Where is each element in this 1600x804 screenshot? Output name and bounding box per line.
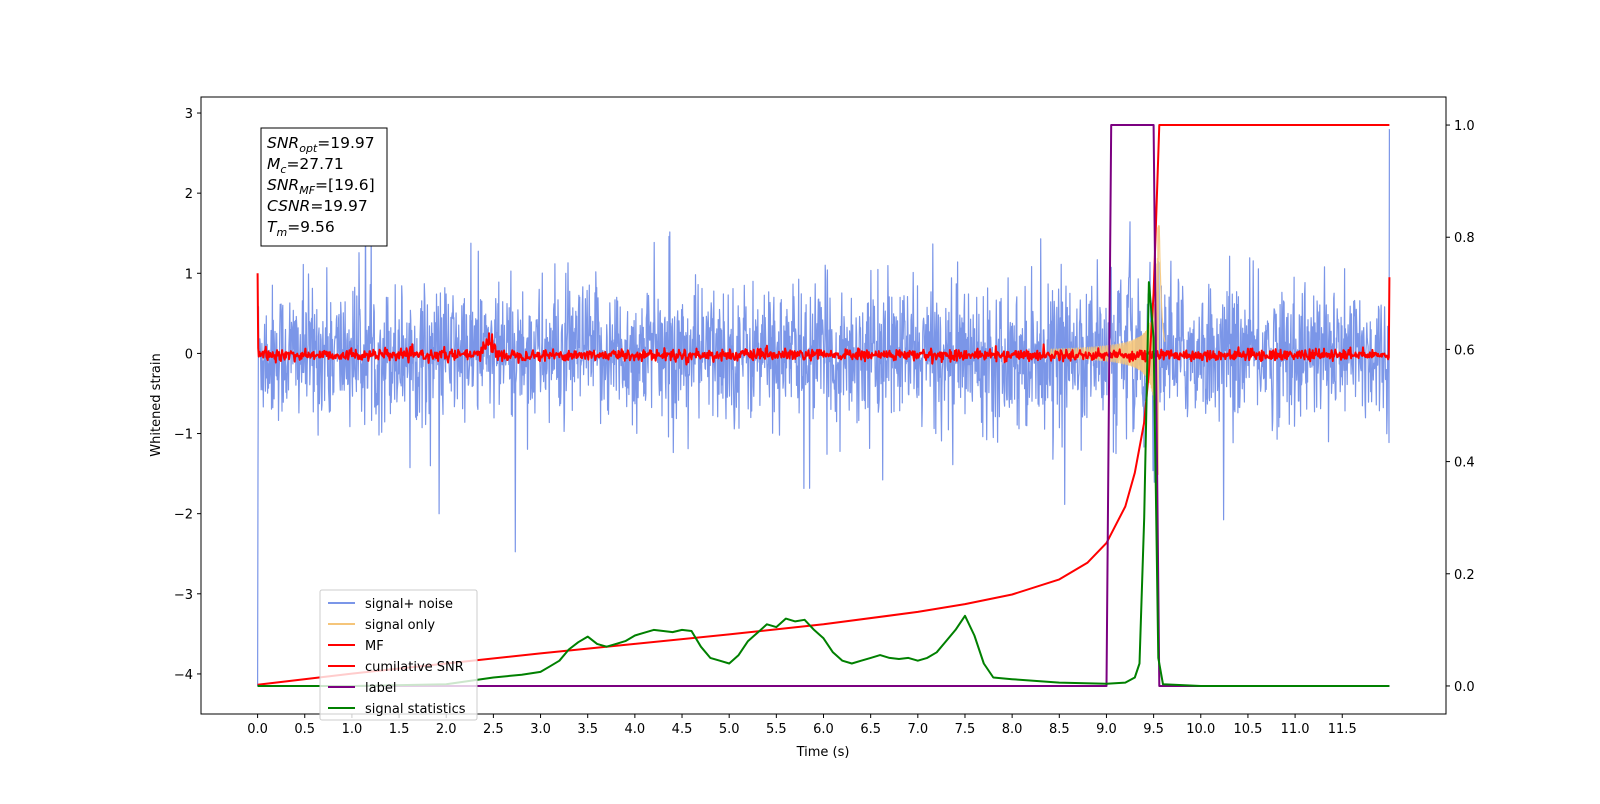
x-tick-label: 8.0 bbox=[1002, 722, 1023, 737]
y-left-tick-label: 3 bbox=[185, 107, 193, 122]
x-tick-label: 0.0 bbox=[247, 722, 268, 737]
x-tick-label: 9.0 bbox=[1096, 722, 1117, 737]
x-tick-label: 1.5 bbox=[389, 722, 410, 737]
x-tick-label: 3.5 bbox=[577, 722, 598, 737]
x-tick-label: 10.0 bbox=[1186, 722, 1215, 737]
series-mf bbox=[256, 273, 1391, 366]
x-tick-label: 6.0 bbox=[813, 722, 834, 737]
y-right-tick-label: 0.4 bbox=[1454, 456, 1475, 471]
series-cumilative-snr bbox=[257, 124, 1390, 686]
x-tick-label: 11.5 bbox=[1328, 722, 1357, 737]
annotation-box: SNRopt=19.97Mc=27.71SNRMF=[19.6]CSNR=19.… bbox=[260, 127, 388, 247]
x-tick-label: 7.5 bbox=[955, 722, 976, 737]
legend-label: label bbox=[365, 681, 396, 696]
x-tick-label: 5.5 bbox=[766, 722, 787, 737]
y-axis-label: Whitened strain bbox=[149, 353, 164, 456]
legend-label: signal only bbox=[365, 618, 435, 633]
y-right-tick-label: 0.2 bbox=[1454, 568, 1475, 583]
legend-label: signal statistics bbox=[365, 702, 466, 717]
x-tick-label: 2.5 bbox=[483, 722, 504, 737]
series-signal-plus-noise bbox=[257, 129, 1390, 687]
legend-label: signal+ noise bbox=[365, 597, 453, 612]
x-tick-label: 4.0 bbox=[625, 722, 646, 737]
annotation-frame bbox=[260, 127, 388, 247]
legend-frame bbox=[319, 589, 478, 721]
annotation-line: Mc=27.71 bbox=[267, 155, 344, 176]
x-tick-label: 1.0 bbox=[342, 722, 363, 737]
series-signal-only bbox=[1049, 225, 1166, 475]
legend: signal+ noise signal only MF cumilative SNR… bbox=[319, 589, 478, 721]
series-signal-statistics bbox=[257, 281, 1390, 687]
x-tick-label: 2.0 bbox=[436, 722, 457, 737]
legend-label: MF bbox=[365, 639, 384, 654]
y-right-tick-label: 0.8 bbox=[1454, 231, 1475, 246]
x-tick-label: 5.0 bbox=[719, 722, 740, 737]
y-left-tick-label: 2 bbox=[185, 187, 193, 202]
x-tick-label: 10.5 bbox=[1233, 722, 1262, 737]
y-left-tick-label: 1 bbox=[185, 267, 193, 282]
x-tick-label: 3.0 bbox=[530, 722, 551, 737]
y-left-tick-label: −3 bbox=[174, 588, 193, 603]
annotation-line: SNRMF=[19.6] bbox=[267, 176, 375, 197]
x-tick-label: 7.0 bbox=[907, 722, 928, 737]
annotation-line: Tm=9.56 bbox=[267, 218, 335, 239]
y-right-tick-label: 0.6 bbox=[1454, 343, 1475, 358]
x-tick-label: 11.0 bbox=[1281, 722, 1310, 737]
x-axis-label: Time (s) bbox=[796, 745, 850, 760]
y-left-tick-label: 0 bbox=[185, 347, 193, 362]
y-left-tick-label: −4 bbox=[174, 668, 193, 683]
x-tick-label: 8.5 bbox=[1049, 722, 1070, 737]
y-left-tick-label: −2 bbox=[174, 508, 193, 523]
y-right-tick-label: 1.0 bbox=[1454, 119, 1475, 134]
x-tick-label: 0.5 bbox=[294, 722, 315, 737]
annotation-line: CSNR=19.97 bbox=[267, 197, 368, 215]
y-right-tick-label: 0.0 bbox=[1454, 680, 1475, 695]
annotation-line: SNRopt=19.97 bbox=[267, 134, 375, 155]
x-tick-label: 9.5 bbox=[1143, 722, 1164, 737]
x-tick-label: 6.5 bbox=[860, 722, 881, 737]
legend-label: cumilative SNR bbox=[365, 660, 464, 675]
y-left-tick-label: −1 bbox=[174, 428, 193, 443]
x-tick-label: 4.5 bbox=[672, 722, 693, 737]
